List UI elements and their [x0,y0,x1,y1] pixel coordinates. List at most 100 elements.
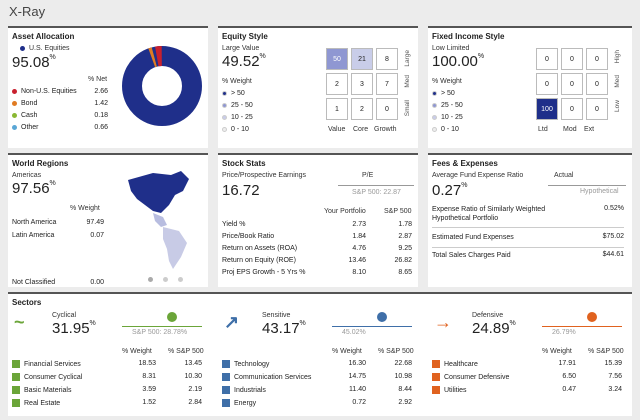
sector-row: Communication Services [222,373,311,381]
stat-label: Return on Assets (ROA) [222,245,298,252]
region-row: North America 97.49 [12,219,104,226]
style-col-label: Ltd [538,126,548,133]
stat-portfolio: 4.76 [352,245,366,252]
sector-icon [222,386,230,394]
style-box-cell: 8 [376,48,398,70]
style-row-label: High [614,50,621,64]
us-equities-dot [20,46,25,51]
regions-col: % Weight [70,205,100,212]
sector-bar [332,326,412,327]
style-row-label: Med [614,75,621,88]
sector-icon [12,360,20,368]
legend-dot [222,103,227,108]
sector-group-value: 31.95% [52,320,96,337]
primary-row: U.S. Equities [20,45,69,52]
pe-tag: P/E [362,172,374,179]
sector-icon [12,399,20,407]
sector-group-name: Defensive [472,312,504,319]
sector-row: Real Estate [12,399,60,407]
style-row-label: Med [404,75,411,88]
americas-map [128,171,189,269]
actual-tag: Actual [554,172,574,179]
sector-sp500-weight: 22.68 [394,360,412,367]
sector-sp500-weight: 13.45 [184,360,202,367]
style-box-cell: 3 [351,73,373,95]
map-pagination[interactable] [148,277,187,282]
page-title: X-Ray [9,4,46,19]
sector-row: Energy [222,399,256,407]
legend-dot [222,115,227,120]
sector-sp500-weight: 10.30 [184,373,202,380]
style-col-label: Mod [563,126,577,133]
style-col-label: Growth [374,126,397,133]
stat-label: Price/Book Ratio [222,233,275,240]
stat-portfolio: 8.10 [352,269,366,276]
legend-row: 25 - 50 [222,102,253,109]
sector-group-value: 43.17% [262,320,306,337]
fixed-col: % Weight [432,78,462,85]
style-box-cell: 0 [561,98,583,120]
sector-weight: 14.75 [348,373,366,380]
sector-sp500-weight: 8.44 [398,386,412,393]
sector-weight: 0.47 [562,386,576,393]
fee-label: Estimated Fund Expenses [432,234,514,241]
equity-col: % Weight [222,78,252,85]
sector-row: Industrials [222,386,266,394]
fixed-income-panel: Fixed Income Style Low Limited 100.00% %… [428,26,632,148]
region-row: Latin America 0.07 [12,232,104,239]
stat-sp500: 1.78 [398,221,412,228]
expense-ratio-value: 0.27% [432,182,468,199]
fee-value: $75.02 [602,233,624,240]
expense-ratio-label: Average Fund Expense Ratio [432,172,524,179]
fixed-sub: Low Limited [432,45,470,52]
primary-value: 95.08% [12,54,56,71]
sector-row: Basic Materials [12,386,71,394]
legend-row: 10 - 25 [432,114,463,121]
legend-dot [432,115,437,120]
sector-sp500: S&P 500: 28.78% [132,329,188,336]
stock-col1: Your Portfolio [324,208,366,215]
fee-divider [432,227,624,228]
style-box-cell: 2 [351,98,373,120]
fee-slider [548,185,626,186]
col-header: % Net [88,76,108,83]
regions-primary-label: Americas [12,172,42,179]
sector-row: Financial Services [12,360,81,368]
sector-weight: 1.52 [142,399,156,406]
cyclical-icon: ~ [14,312,25,332]
sector-sp500-weight: 3.24 [608,386,622,393]
legend-dot [12,101,17,106]
sector-group-name: Cyclical [52,312,77,319]
stat-portfolio: 13.46 [348,257,366,264]
sector-sp500-weight: 2.92 [398,399,412,406]
pe-label: Price/Prospective Earnings [222,172,307,179]
asset-allocation-heading: Asset Allocation [12,32,75,41]
style-row-label: Large [404,50,411,67]
sector-weight: 0.72 [352,399,366,406]
sector-row: Consumer Cyclical [12,373,82,381]
equity-sub: Large Value [222,45,260,52]
style-box-cell: 0 [536,48,558,70]
style-box-cell: 0 [586,98,608,120]
legend-dot [12,125,17,130]
legend-row: > 50 [432,90,455,97]
legend-dot [222,127,227,132]
pe-value: 16.72 [222,182,260,199]
sector-sp500-weight: 2.84 [188,399,202,406]
sector-weight: 18.53 [138,360,156,367]
style-row-label: Small [404,100,411,117]
asset-row: Other 0.66 [12,124,108,131]
style-row-label: Low [614,100,621,112]
sector-icon [222,399,230,407]
style-box-cell: 0 [536,73,558,95]
style-col-label: Value [328,126,346,133]
world-regions-panel: World Regions Americas 97.56% % Weight N… [8,153,208,287]
fee-divider [432,247,624,248]
sector-group-name: Sensitive [262,312,291,319]
sector-icon [12,373,20,381]
defensive-icon: → [434,312,452,332]
sector-sp500: 45.02% [342,329,366,336]
style-box-cell: 0 [561,48,583,70]
pe-slider [338,185,414,186]
stock-stats-heading: Stock Stats [222,159,266,168]
